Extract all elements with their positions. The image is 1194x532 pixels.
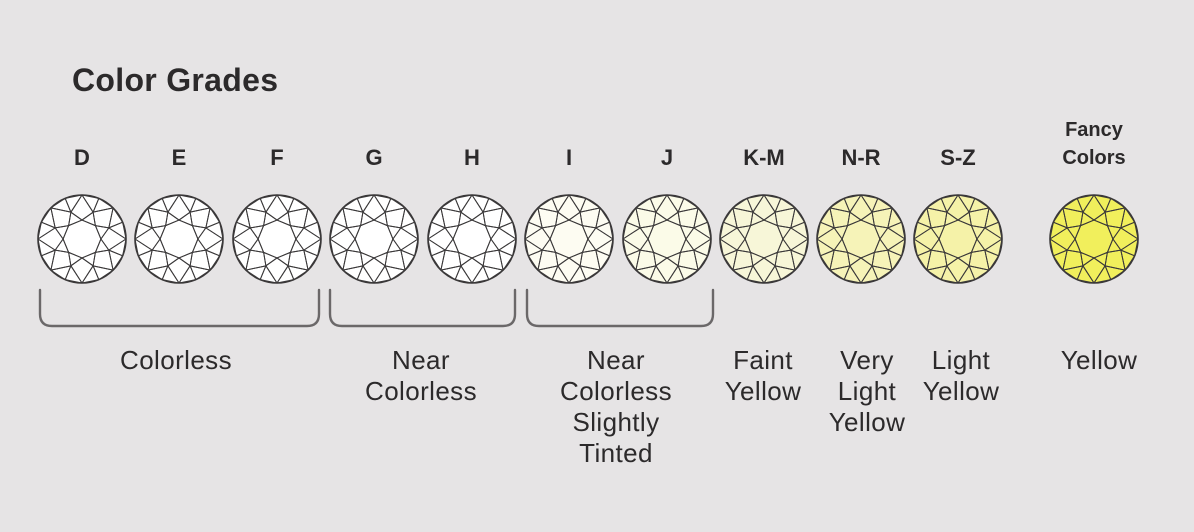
diamond-icon [329,194,419,284]
bracket-near-colorless [328,288,517,328]
diamond-icon [1049,194,1139,284]
diamond-icon [913,194,1003,284]
grade-label-e: E [171,145,187,170]
category-faint-yellow: Faint Yellow [724,345,802,406]
grade-label-n-r: N-R [841,145,881,170]
diamond-icon [134,194,224,284]
grade-label-f: F [270,145,284,170]
bracket-near-colorless-tinted [525,288,715,328]
category-near-colorless-slightly-tinted: Near Colorless Slightly Tinted [560,345,672,468]
grade-label-fancy-colors: Fancy Colors [1062,119,1126,169]
diamond-icon [816,194,906,284]
diamond-icon [524,194,614,284]
grade-label-j: J [660,145,674,170]
grade-label-g: G [365,145,383,170]
category-near-colorless: Near Colorless [365,345,477,406]
category-light-yellow: Light Yellow [922,345,1000,406]
diagram-title: Color Grades [72,62,279,98]
diamond-icon [37,194,127,284]
category-colorless: Colorless [120,345,232,375]
category-yellow: Yellow [1060,345,1138,375]
grade-label-h: H [464,145,480,170]
diamond-icon [232,194,322,284]
category-very-light-yellow: Very Light Yellow [828,345,906,437]
grade-label-d: D [74,145,90,170]
grade-label-i: I [565,145,573,170]
diamond-icon [719,194,809,284]
grade-label-k-m: K-M [743,145,785,170]
diamond-icon [427,194,517,284]
bracket-colorless [38,288,321,328]
grade-label-s-z: S-Z [940,145,976,170]
diamond-icon [622,194,712,284]
